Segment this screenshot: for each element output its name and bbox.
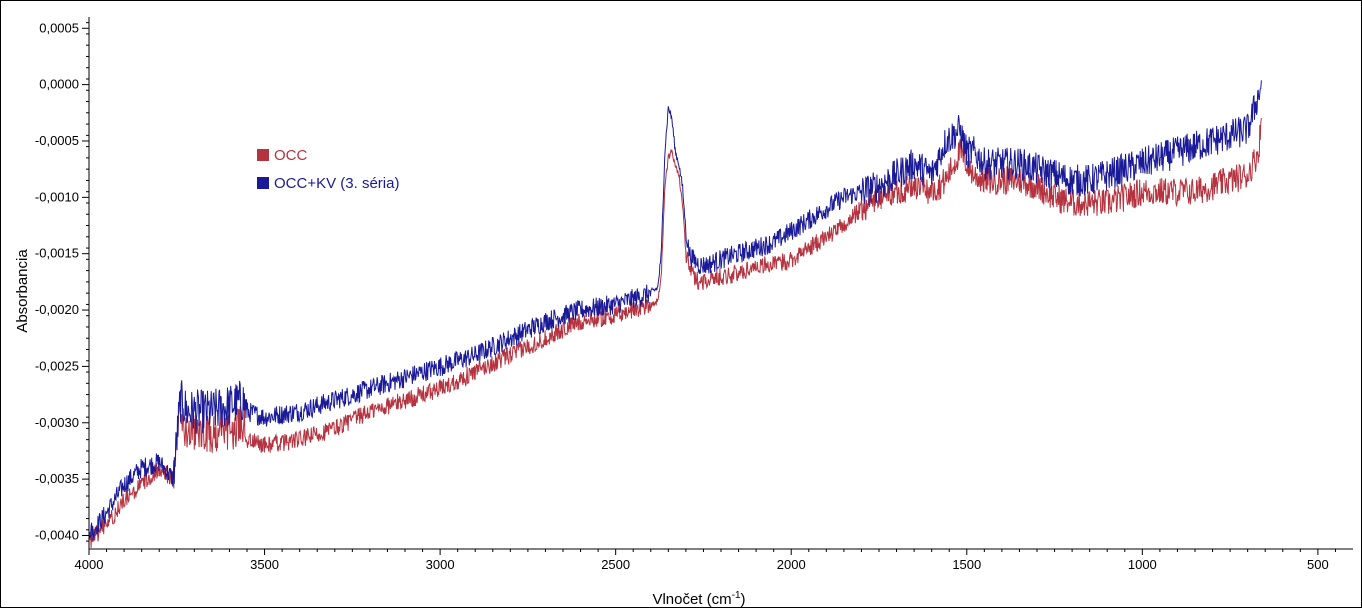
x-tick-label: 1500	[952, 557, 981, 572]
legend-swatch-occ-kv	[257, 177, 269, 189]
y-tick-label: -0,0020	[35, 302, 79, 317]
x-tick-label: 3000	[426, 557, 455, 572]
x-axis-title-main: Vlnočet (cm	[652, 591, 731, 608]
y-tick-label: -0,0040	[35, 527, 79, 542]
x-tick-label: 500	[1307, 557, 1329, 572]
y-tick-label: -0,0015	[35, 246, 79, 261]
legend-label-occ: OCC	[274, 147, 308, 164]
y-axis-title: Absorbancia	[14, 249, 31, 333]
x-tick-label: 1000	[1128, 557, 1157, 572]
y-tick-label: -0,0025	[35, 358, 79, 373]
y-tick-label: -0,0005	[35, 133, 79, 148]
y-tick-label: -0,0010	[35, 189, 79, 204]
x-axis-title-exponent: -1	[732, 590, 741, 601]
axes-group: 4000 3500 3000 2500 2000 1500 1000 500 0,0005 0,0…	[35, 17, 1353, 572]
x-tick-label: 4000	[75, 557, 104, 572]
legend-label-occ-kv: OCC+KV (3. séria)	[274, 175, 399, 192]
series-line-1	[88, 80, 1262, 541]
x-tick-label: 3500	[250, 557, 279, 572]
legend-swatch-occ	[257, 149, 269, 161]
plot-series-group	[88, 80, 1262, 548]
x-tick-label: 2500	[601, 557, 630, 572]
series-line-0	[88, 117, 1262, 548]
y-tick-label: 0,0005	[39, 20, 79, 35]
y-tick-label: 0,0000	[39, 77, 79, 92]
x-axis-title-close: )	[741, 591, 746, 608]
x-axis-title: Vlnočet (cm-1)	[652, 590, 745, 608]
legend: OCC OCC+KV (3. séria)	[257, 147, 399, 192]
y-tick-label: -0,0030	[35, 415, 79, 430]
y-tick-label: -0,0035	[35, 471, 79, 486]
x-tick-label: 2000	[777, 557, 806, 572]
